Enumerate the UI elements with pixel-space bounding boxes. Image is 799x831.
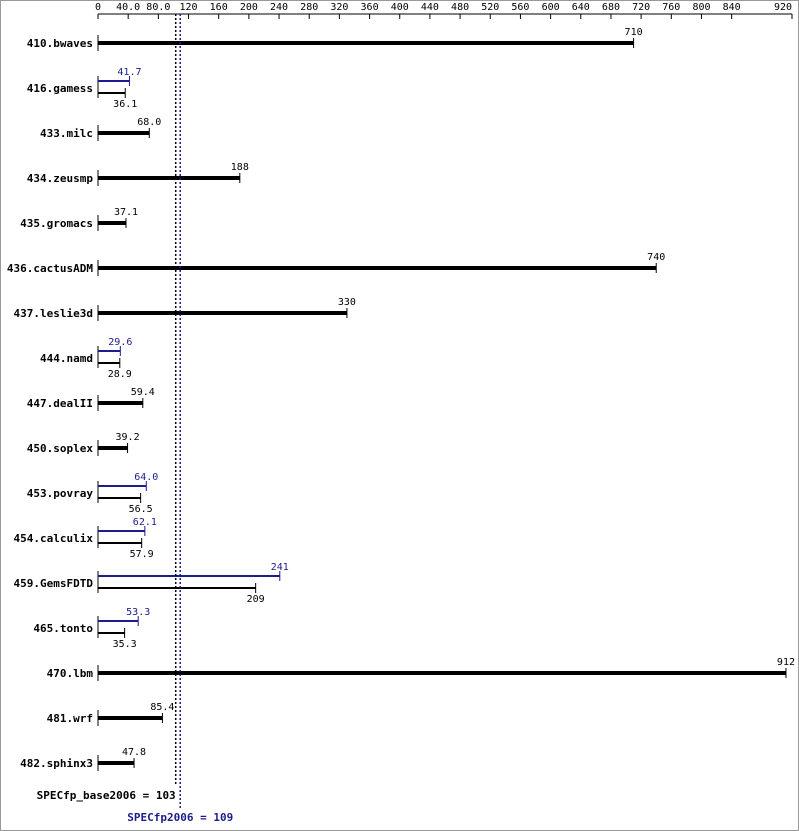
category-label: 482.sphinx3: [20, 757, 93, 770]
category-label: 416.gamess: [27, 82, 93, 95]
value-label: 64.0: [134, 472, 158, 483]
x-tick-label: 160: [210, 2, 228, 13]
value-label: 209: [247, 594, 265, 605]
category-label: 450.soplex: [27, 442, 94, 455]
value-label: 53.3: [126, 607, 150, 618]
category-label: 436.cactusADM: [7, 262, 93, 275]
value-label: 85.4: [150, 702, 174, 713]
category-label: 454.calculix: [14, 532, 94, 545]
x-tick-label: 40.0: [116, 2, 140, 13]
value-label: 35.3: [113, 639, 137, 650]
x-tick-label: 120: [179, 2, 197, 13]
category-label: 459.GemsFDTD: [14, 577, 94, 590]
value-label: 241: [271, 562, 289, 573]
x-tick-label: 80.0: [146, 2, 170, 13]
x-tick-label: 760: [662, 2, 680, 13]
value-label: 56.5: [129, 504, 153, 515]
value-label: 57.9: [130, 549, 154, 560]
value-label: 59.4: [131, 387, 155, 398]
x-tick-label: 560: [511, 2, 529, 13]
x-tick-label: 480: [451, 2, 469, 13]
x-tick-label: 720: [632, 2, 650, 13]
category-label: 465.tonto: [33, 622, 93, 635]
value-label: 68.0: [137, 117, 161, 128]
x-tick-label: 360: [361, 2, 379, 13]
value-label: 912: [777, 657, 795, 668]
value-label: 710: [625, 27, 643, 38]
x-tick-label: 840: [723, 2, 741, 13]
x-tick-label: 640: [572, 2, 590, 13]
value-label: 740: [647, 252, 665, 263]
category-label: 410.bwaves: [27, 37, 93, 50]
x-tick-label: 240: [270, 2, 288, 13]
reference-label: SPECfp_base2006 = 103: [37, 789, 176, 802]
category-label: 453.povray: [27, 487, 94, 500]
value-label: 188: [231, 162, 249, 173]
x-tick-label: 520: [481, 2, 499, 13]
category-label: 444.namd: [40, 352, 93, 365]
x-tick-label: 440: [421, 2, 439, 13]
x-tick-label: 800: [692, 2, 710, 13]
x-tick-label: 280: [300, 2, 318, 13]
category-label: 434.zeusmp: [27, 172, 94, 185]
x-tick-label: 0: [95, 2, 101, 13]
value-label: 37.1: [114, 207, 138, 218]
x-tick-label: 200: [240, 2, 258, 13]
value-label: 330: [338, 297, 356, 308]
reference-label: SPECfp2006 = 109: [127, 811, 233, 824]
value-label: 28.9: [108, 369, 132, 380]
category-label: 447.dealII: [27, 397, 93, 410]
category-label: 435.gromacs: [20, 217, 93, 230]
x-tick-label: 920: [774, 2, 792, 13]
x-tick-label: 680: [602, 2, 620, 13]
category-label: 481.wrf: [47, 712, 93, 725]
x-tick-label: 400: [391, 2, 409, 13]
value-label: 41.7: [117, 67, 141, 78]
value-label: 62.1: [133, 517, 157, 528]
value-label: 36.1: [113, 99, 137, 110]
category-label: 433.milc: [40, 127, 93, 140]
value-label: 39.2: [116, 432, 140, 443]
x-tick-label: 320: [330, 2, 348, 13]
category-label: 437.leslie3d: [14, 307, 93, 320]
value-label: 47.8: [122, 747, 146, 758]
value-label: 29.6: [108, 337, 132, 348]
category-label: 470.lbm: [47, 667, 94, 680]
x-tick-label: 600: [542, 2, 560, 13]
